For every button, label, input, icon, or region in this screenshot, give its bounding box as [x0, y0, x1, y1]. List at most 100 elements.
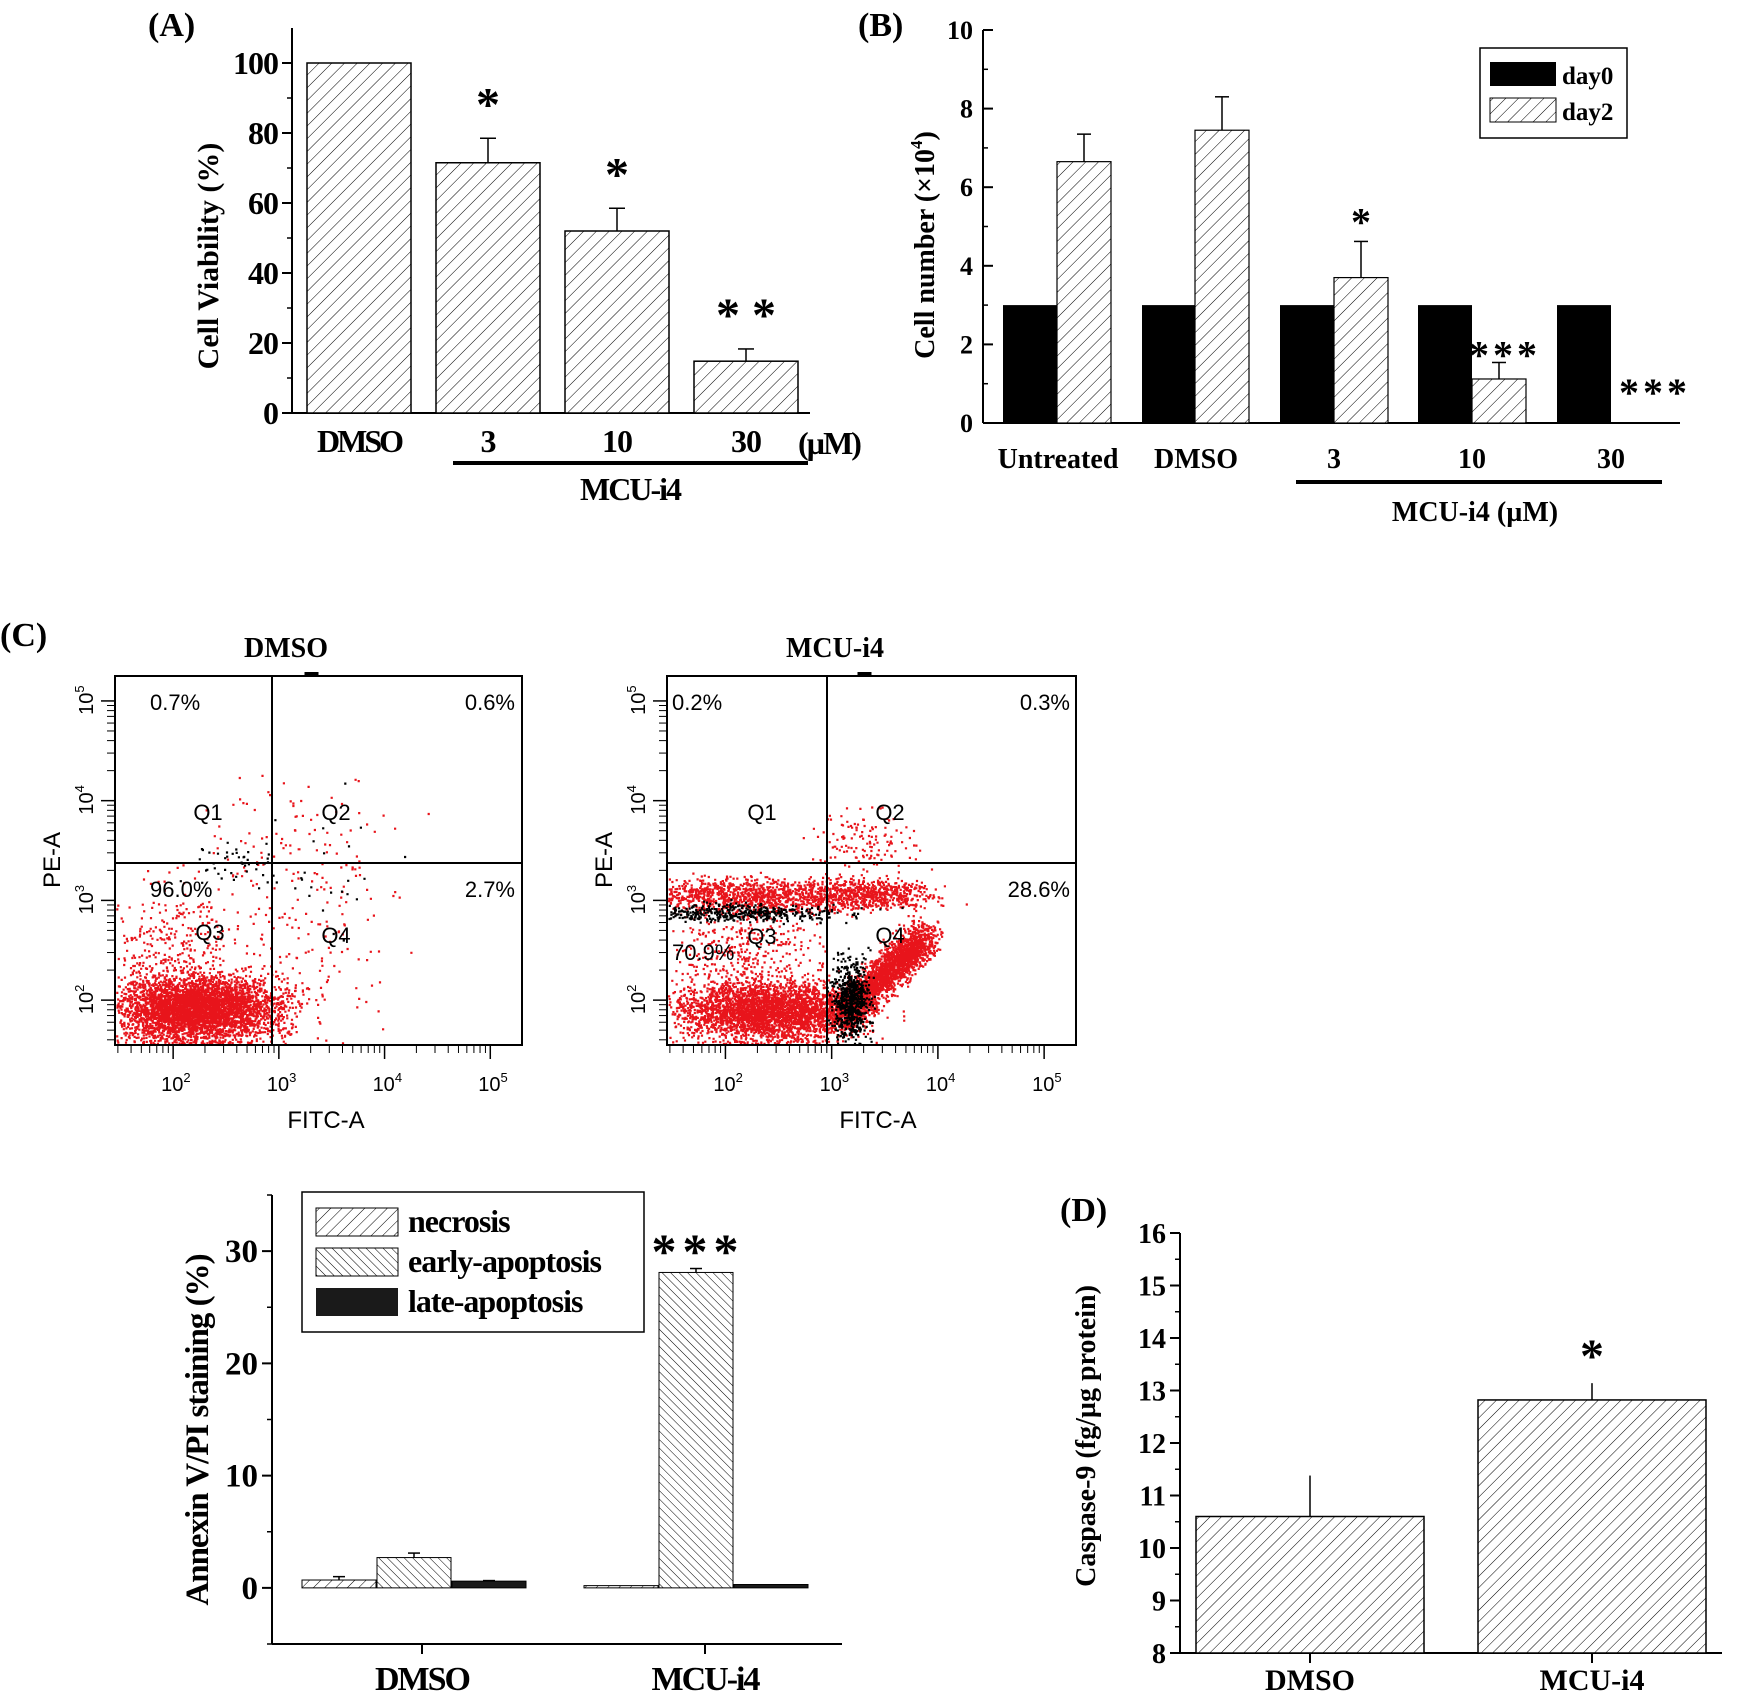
panel-d-category-dmso: DMSO — [1265, 1664, 1355, 1697]
panel-a-category-3: 3 — [481, 423, 496, 459]
flow-plot-dmso: DMSO 0.7% 0.6% 96.0% 2.7% Q1 Q2 Q3 Q4 FI… — [39, 633, 523, 1134]
flow-y-ticks: 102 103 104 105 — [72, 685, 98, 1014]
panel-a-group-label: MCU-i4 — [580, 471, 682, 507]
panel-a-bars — [306, 62, 799, 414]
flow-xtick: 102 — [161, 1070, 190, 1096]
flow-q4-percent: 2.7% — [465, 877, 515, 902]
panel-b-category-10: 10 — [1458, 444, 1486, 475]
flow-xtick: 104 — [926, 1070, 955, 1096]
flow-ytick: 105 — [624, 685, 650, 714]
panel-c-quant-category-dmso: DMSO — [375, 1661, 470, 1698]
panel-c-quant-y-ticks: 0 10 20 30 — [225, 1234, 258, 1607]
panel-c: (C) DMSO 0.7% 0.6% 96.0% 2.7% Q1 Q2 Q3 Q… — [0, 617, 1077, 1134]
flow-q3-percent: 96.0% — [150, 877, 212, 902]
panel-b-y-label: Cell number (×104) — [907, 131, 941, 359]
panel-b-significance: * *** *** — [1351, 199, 1691, 415]
panel-c-quant-bar-necrosis — [301, 1579, 377, 1589]
panel-c-quant-ytick: 20 — [225, 1346, 258, 1382]
flow-q1-percent: 0.7% — [150, 690, 200, 715]
panel-b-group-label: MCU-i4 (µM) — [1392, 497, 1558, 528]
panel-d-bars — [1195, 1383, 1707, 1654]
panel-a: (A) 0 20 40 60 80 100 DMSO 3 10 30 (µM) … — [148, 7, 863, 507]
flow-frame-box — [114, 675, 523, 1046]
panel-a-significance: * * * * — [476, 78, 776, 342]
panel-d-ytick: 16 — [1138, 1219, 1166, 1250]
panel-a-ytick: 80 — [248, 115, 278, 151]
panel-b-bar-day2 — [1471, 378, 1527, 424]
panel-b-ytick: 4 — [960, 252, 973, 281]
panel-b-category-3: 3 — [1327, 444, 1341, 475]
panel-a-category-30: 30 — [731, 423, 761, 459]
panel-b-label: (B) — [858, 7, 903, 44]
panel-b-y-label-main: Cell number (×10 — [910, 149, 941, 359]
panel-b-bars — [1003, 96, 1611, 424]
panel-d-y-ticks: 8 9 10 11 12 13 14 15 16 — [1138, 1219, 1166, 1670]
panel-b-ytick: 0 — [960, 409, 973, 438]
panel-a-bar — [306, 62, 412, 414]
legend-late-apoptosis-label: late-apoptosis — [408, 1283, 583, 1319]
panel-c-quant-ytick: 10 — [225, 1459, 258, 1495]
panel-d-sig-mark: * — [1580, 1330, 1604, 1383]
flow-ytick: 103 — [72, 885, 98, 914]
flow-dot-cluster — [826, 946, 877, 1046]
panel-c-quant-legend: necrosis early-apoptosis late-apoptosis — [301, 1191, 645, 1333]
panel-b-sig-mark: * — [1351, 199, 1371, 244]
panel-b-bar-day0 — [1557, 305, 1611, 423]
panel-b-y-label-close: ) — [910, 131, 941, 140]
flow-q4-percent: 28.6% — [1008, 877, 1070, 902]
flow-xtick: 103 — [267, 1070, 296, 1096]
flow-x-ticks: 102 103 104 105 — [713, 1070, 1061, 1096]
flow-plot-title: DMSO — [244, 633, 328, 664]
panel-d-y-label: Caspase-9 (fg/µg protein) — [1071, 1285, 1102, 1587]
legend-late-apoptosis-swatch — [316, 1288, 398, 1316]
panel-a-bar — [693, 360, 799, 414]
panel-d-ytick: 14 — [1138, 1324, 1166, 1355]
panel-d-category-mcu-i4: MCU-i4 — [1540, 1664, 1645, 1697]
legend-day2-label: day2 — [1562, 99, 1613, 126]
flow-dot-cluster — [802, 806, 922, 892]
flow-q1-label: Q1 — [193, 800, 222, 825]
legend-early-apoptosis-swatch — [315, 1247, 399, 1277]
panel-a-bar — [564, 230, 670, 414]
panel-b-y-label-exp: 4 — [907, 140, 926, 149]
panel-c-quant-bar-early-apoptosis — [658, 1271, 734, 1589]
flow-xtick: 102 — [713, 1070, 742, 1096]
flow-q4-label: Q4 — [321, 923, 350, 948]
panel-c-quant-bar-late-apoptosis — [733, 1584, 809, 1589]
flow-ytick: 104 — [72, 785, 98, 814]
flow-ytick: 104 — [624, 785, 650, 814]
flow-frame-box — [666, 675, 1077, 1046]
panel-a-category-dmso: DMSO — [317, 423, 403, 459]
flow-q3-label: Q3 — [747, 924, 776, 949]
panel-d-label: (D) — [1060, 1192, 1107, 1229]
panel-b-bar-day0 — [1003, 305, 1057, 423]
flow-q2-percent: 0.6% — [465, 690, 515, 715]
flow-dot-cluster — [792, 871, 946, 918]
panel-b-legend: day0 day2 — [1479, 47, 1628, 139]
panel-c-label: (C) — [0, 617, 47, 654]
flow-y-ticks: 102 103 104 105 — [624, 685, 650, 1014]
panel-b-sig-mark: *** — [1619, 370, 1691, 415]
panel-d-bar — [1195, 1515, 1425, 1654]
panel-c-quant: 0 10 20 30 DMSO MCU-i4 *** Annexin V/PI … — [180, 1191, 842, 1698]
flow-ytick: 102 — [624, 985, 650, 1014]
flow-ytick: 102 — [72, 985, 98, 1014]
panel-d-ytick: 11 — [1140, 1482, 1166, 1513]
legend-necrosis-label: necrosis — [408, 1203, 510, 1239]
flow-x-label: FITC-A — [287, 1107, 364, 1134]
panel-d-ytick: 15 — [1138, 1272, 1166, 1303]
flow-dot-cluster — [668, 898, 904, 926]
flow-q3-percent: 70.9% — [672, 940, 734, 965]
panel-b-bar-day2 — [1194, 129, 1250, 424]
flow-q2-percent: 0.3% — [1020, 690, 1070, 715]
panel-a-label: (A) — [148, 7, 195, 44]
panel-a-ytick: 40 — [248, 255, 278, 291]
flow-top-marker — [857, 672, 872, 675]
panel-c-quant-axes — [262, 1194, 842, 1654]
panel-b-categories: Untreated DMSO 3 10 30 — [998, 444, 1625, 475]
panel-c-quant-bar-necrosis — [583, 1585, 659, 1589]
flow-top-marker — [304, 672, 319, 675]
panel-c-quant-sig-mark: *** — [652, 1223, 745, 1279]
flow-q1-label: Q1 — [747, 800, 776, 825]
panel-b-sig-mark: *** — [1469, 332, 1541, 377]
